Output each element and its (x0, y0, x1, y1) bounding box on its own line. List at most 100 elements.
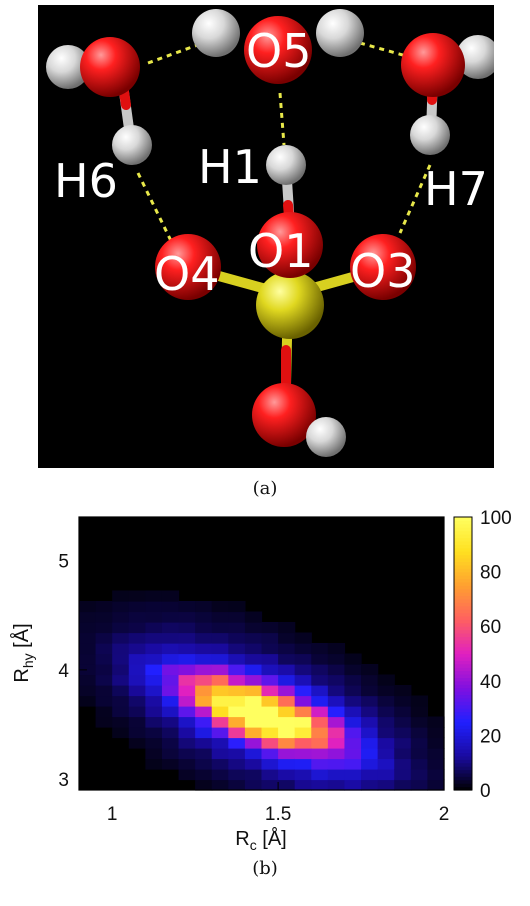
heatmap-cell (211, 695, 229, 707)
heatmap-cells (79, 517, 445, 791)
heatmap-cell (112, 727, 130, 739)
colorbar-segment (454, 643, 472, 648)
heatmap-cell (112, 695, 130, 707)
heatmap-cell (327, 685, 346, 697)
heatmap-cell (311, 653, 329, 665)
heatmap-cell (344, 685, 362, 697)
colorbar-segment (454, 725, 472, 730)
label-H7: H7 (424, 162, 488, 216)
heatmap-cell (211, 611, 229, 623)
heatmap-cell (145, 716, 163, 728)
heatmap-cell (79, 685, 97, 697)
heatmap-cell (128, 727, 146, 739)
heatmap-cell (311, 674, 329, 686)
heatmap-cell (261, 706, 279, 718)
colorbar-segment (454, 639, 472, 644)
heatmap-cell (161, 601, 180, 613)
heatmap-cell (178, 769, 196, 781)
heatmap-cell (228, 779, 246, 791)
heatmap-cell (161, 674, 180, 686)
heatmap-cell (95, 695, 113, 707)
heatmap-cell (244, 737, 263, 749)
hydrogen-atom (306, 417, 346, 457)
heatmap-cell (244, 758, 263, 770)
heatmap-cell (278, 716, 296, 728)
hbond-line (147, 41, 204, 65)
heatmap-cell (278, 727, 296, 739)
heatmap-cell (278, 769, 296, 781)
colorbar-tick-label: 60 (480, 617, 501, 638)
heatmap-cell (178, 737, 196, 749)
colorbar-segment (454, 772, 472, 777)
colorbar-segment (454, 714, 472, 719)
heatmap-cell (410, 758, 429, 770)
heatmap-cell (112, 643, 130, 655)
heatmap-cell (344, 727, 362, 739)
heatmap-cell (327, 737, 346, 749)
hydrogen-atom (410, 115, 450, 155)
label-O4: O4 (154, 247, 219, 301)
heatmap-cell (377, 748, 395, 760)
heatmap-cell (228, 727, 246, 739)
heatmap-cell (427, 716, 445, 728)
heatmap-cell (195, 622, 213, 634)
heatmap-cell (128, 601, 146, 613)
heatmap-cell (178, 653, 196, 665)
heatmap-cell (112, 632, 130, 644)
colorbar-segment (454, 653, 472, 658)
heatmap-cell (327, 664, 346, 676)
heatmap-cell (244, 706, 263, 718)
heatmap-cell (361, 706, 379, 718)
heatmap-cell (394, 706, 412, 718)
oxygen-atom (350, 234, 416, 300)
colorbar-segment (454, 684, 472, 689)
heatmap-cell (410, 706, 429, 718)
colorbar-segment (454, 615, 472, 620)
colorbar-segment (454, 626, 472, 631)
heatmap-cell (278, 643, 296, 655)
heatmap-cell (294, 685, 312, 697)
heatmap-cell (79, 674, 97, 686)
heatmap-cell (145, 611, 163, 623)
hbond-line (136, 172, 175, 246)
heatmap-cell (261, 748, 279, 760)
heatmap-cell (361, 769, 379, 781)
heatmap-cell (161, 653, 180, 665)
heatmap-cell (211, 653, 229, 665)
heatmap-cell (344, 674, 362, 686)
heatmap-cell (361, 695, 379, 707)
heatmap-cell (161, 737, 180, 749)
caption-a: (a) (252, 478, 278, 499)
heatmap-cell (178, 622, 196, 634)
heatmap-cell (211, 643, 229, 655)
colorbar-segment (454, 755, 472, 760)
heatmap-cell (128, 706, 146, 718)
heatmap-cell (394, 727, 412, 739)
heatmap-cell (327, 727, 346, 739)
heatmap-cell (261, 695, 279, 707)
heatmap-cell (145, 643, 163, 655)
heatmap-cell (244, 653, 263, 665)
heatmap-cell (244, 611, 263, 623)
heatmap-cell (361, 674, 379, 686)
colorbar-segment (454, 581, 472, 586)
label-H6: H6 (54, 154, 118, 208)
colorbar-segment (454, 766, 472, 771)
heatmap-cell (311, 779, 329, 791)
heatmap-cell (195, 601, 213, 613)
hbond-line (398, 164, 432, 234)
colorbar-segment (454, 711, 472, 716)
colorbar-segment (454, 523, 472, 528)
colorbar-segment (454, 561, 472, 566)
heatmap-cell (261, 685, 279, 697)
heatmap-cell (344, 737, 362, 749)
heatmap-cell (195, 769, 213, 781)
x-tick-label: 2 (439, 804, 450, 825)
heatmap-cell (294, 664, 312, 676)
colorbar-segment (454, 786, 472, 791)
colorbar-segment (454, 568, 472, 573)
oxygen-atom (252, 383, 316, 447)
heatmap-cell (195, 758, 213, 770)
heatmap-cell (195, 779, 213, 791)
oxygen-atom (155, 234, 221, 300)
